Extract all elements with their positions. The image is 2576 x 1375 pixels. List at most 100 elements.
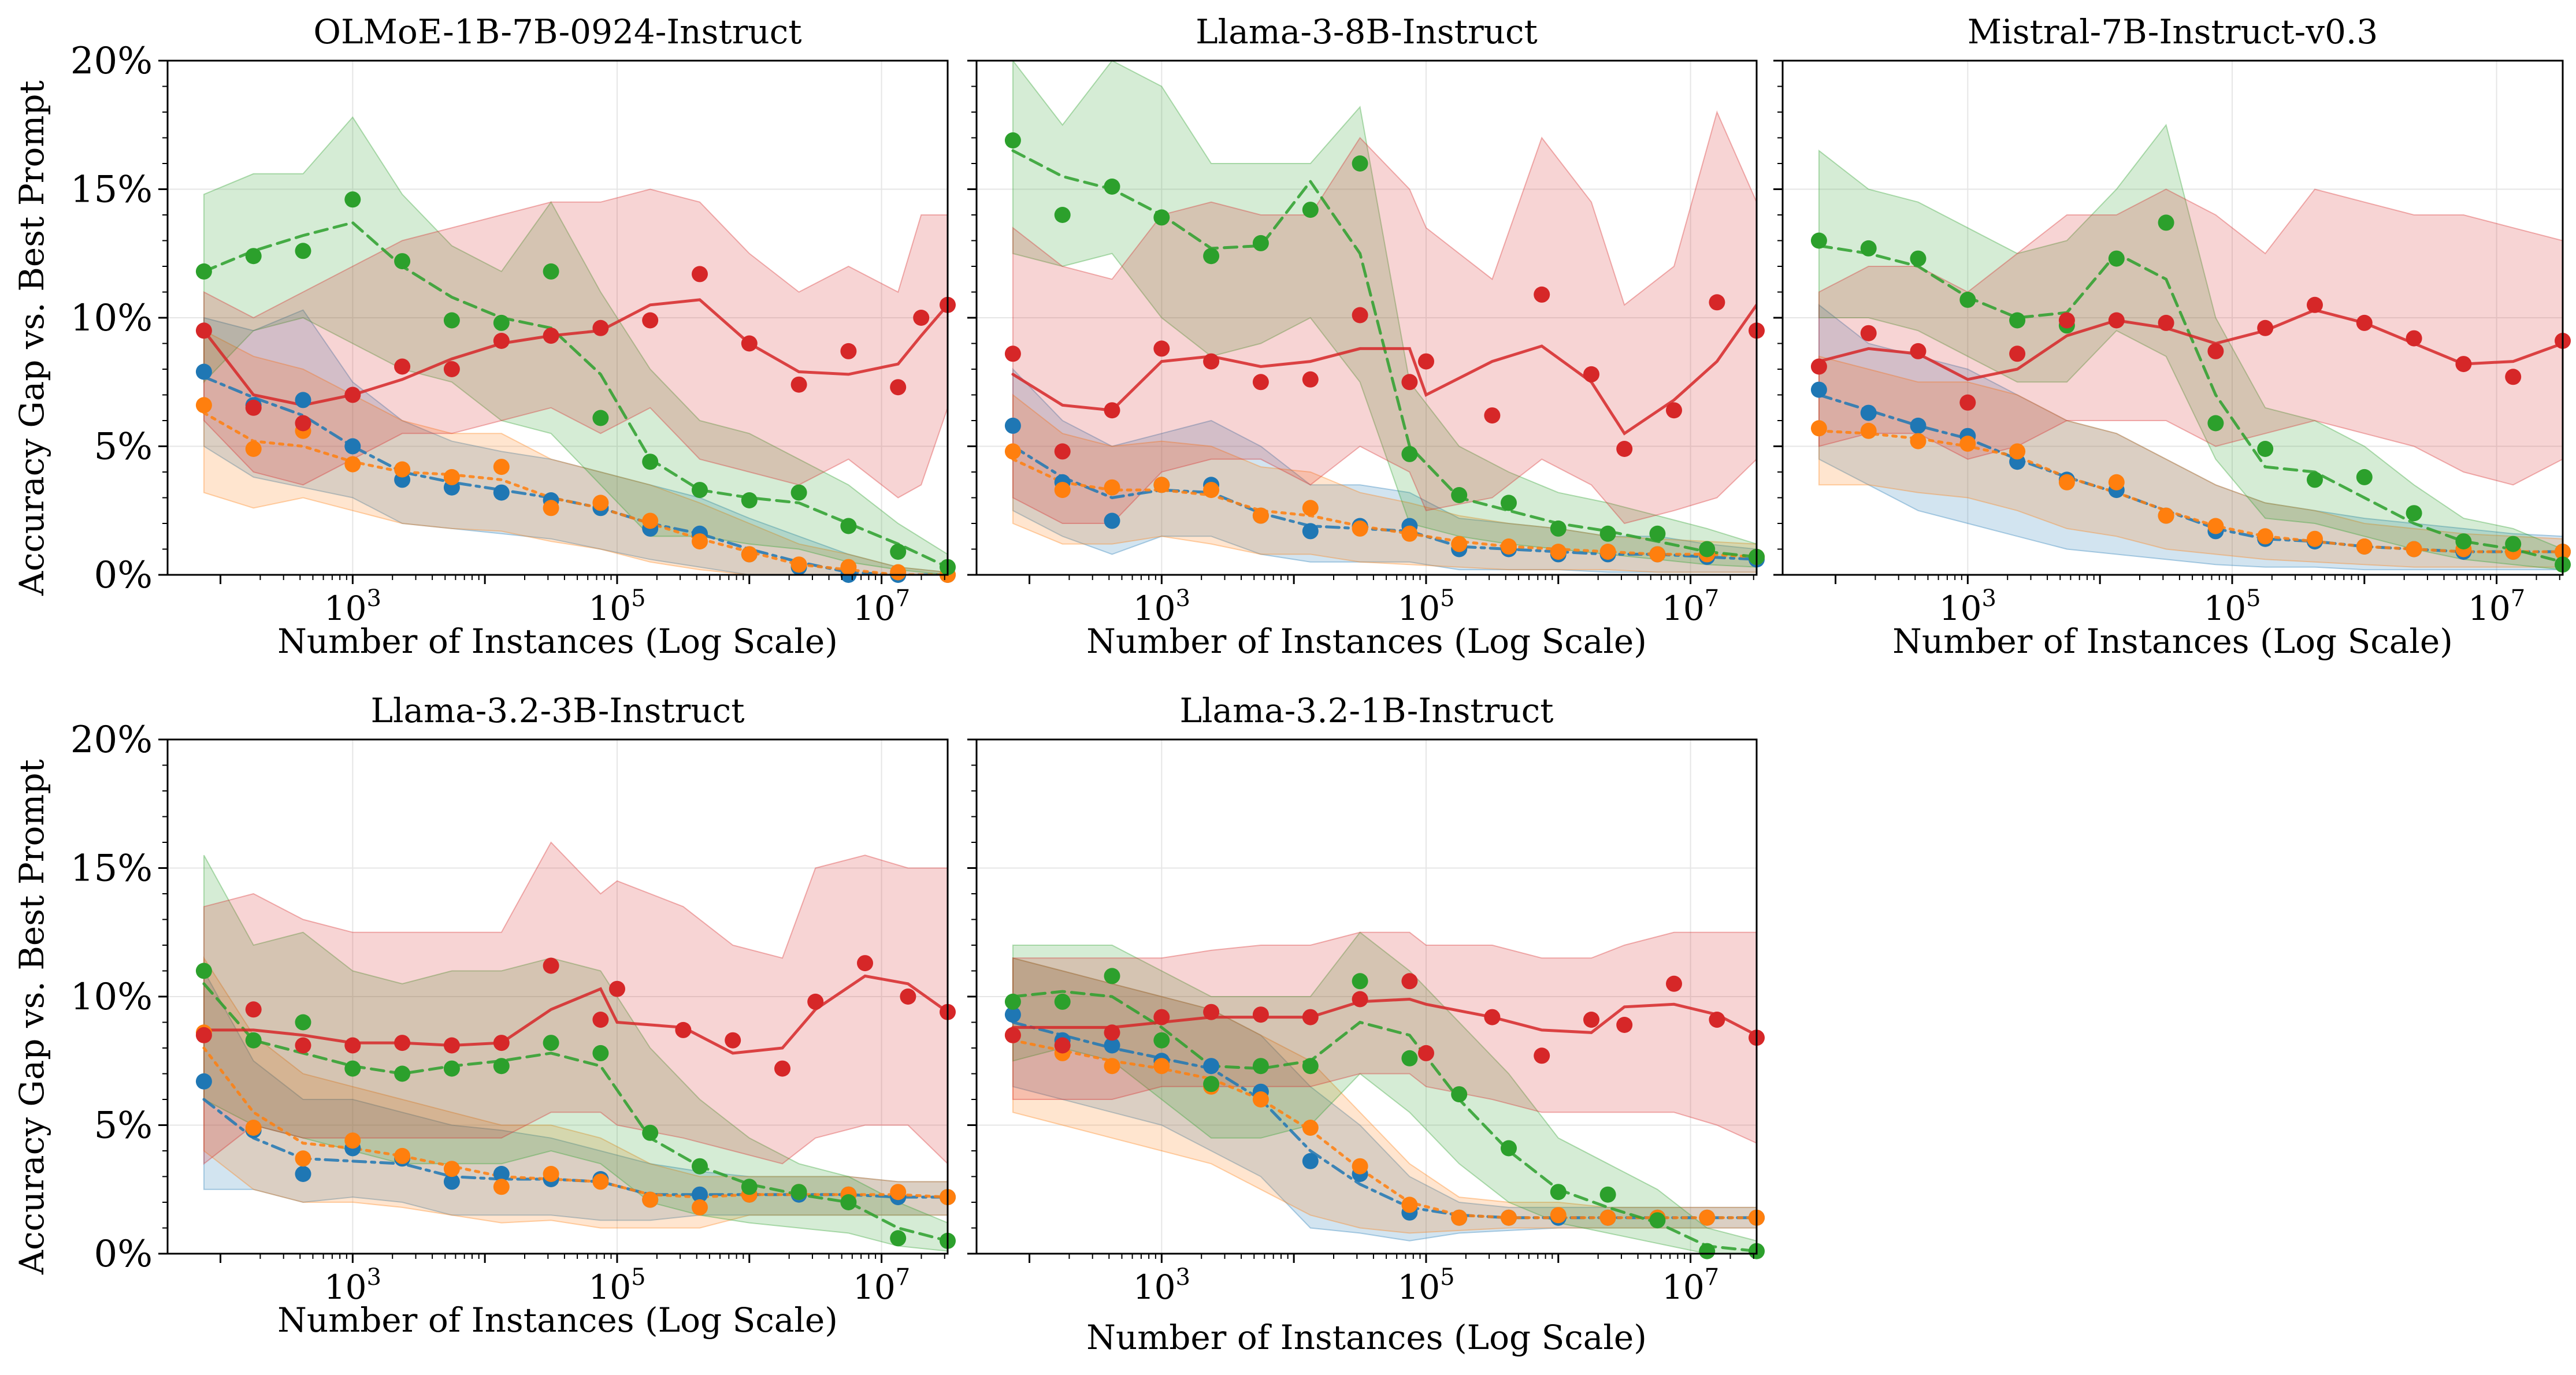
point-orange [295, 1150, 311, 1167]
point-red [2207, 343, 2224, 359]
point-orange [1252, 1091, 1269, 1108]
point-red [1666, 402, 1682, 419]
point-orange [1599, 544, 1616, 560]
point-orange [1252, 507, 1269, 524]
point-red [900, 988, 916, 1005]
point-red [245, 1001, 262, 1018]
point-green [1153, 1032, 1170, 1049]
point-orange [1203, 482, 1220, 499]
point-red [394, 1035, 411, 1051]
point-orange [1860, 422, 1877, 439]
point-red [1401, 374, 1418, 391]
point-red [1810, 358, 1827, 375]
point-red [2505, 369, 2522, 385]
point-red [493, 1035, 510, 1051]
plot-area [1817, 124, 2563, 571]
point-red [2058, 312, 2075, 329]
point-blue [195, 363, 212, 380]
point-orange [1004, 443, 1021, 460]
point-orange [1451, 536, 1468, 552]
x-axis-label: Number of Instances (Log Scale) [1086, 1318, 1647, 1357]
plot-area [1011, 931, 1757, 1254]
point-red [1534, 1047, 1550, 1064]
point-blue [1203, 1058, 1220, 1075]
point-red [1616, 441, 1633, 457]
point-red [1418, 1045, 1434, 1061]
point-orange [1501, 1209, 1517, 1226]
point-blue [493, 484, 510, 501]
line-red [1011, 997, 1757, 1037]
point-blue [1104, 512, 1120, 529]
point-red [1004, 1027, 1021, 1043]
point-red [857, 955, 873, 972]
point-red [1352, 307, 1368, 324]
point-orange [1153, 477, 1170, 493]
point-red [741, 335, 758, 352]
point-red [1153, 1009, 1170, 1025]
line-red [202, 974, 948, 1055]
point-red [295, 1037, 311, 1054]
point-orange [890, 564, 907, 581]
point-red [245, 399, 262, 416]
point-green [592, 1045, 609, 1061]
point-orange [493, 459, 510, 475]
point-orange [394, 461, 411, 478]
line-orange [1011, 458, 1757, 559]
point-orange [245, 441, 262, 457]
point-red [1104, 1024, 1120, 1041]
x-tick-label: 103 [324, 585, 381, 628]
plot-area [1011, 61, 1757, 573]
point-orange [1810, 420, 1827, 437]
point-red [1583, 366, 1599, 382]
point-orange [195, 397, 212, 414]
point-blue [1104, 1037, 1120, 1054]
point-orange [1501, 538, 1517, 555]
point-green [443, 312, 460, 329]
point-green [1910, 250, 1927, 267]
line-green [1011, 990, 1757, 1253]
x-tick-label: 105 [1397, 1264, 1454, 1307]
point-orange [1550, 544, 1567, 560]
point-red [195, 1027, 212, 1043]
point-green [2009, 312, 2026, 329]
point-orange [2207, 518, 2224, 534]
point-orange [692, 1199, 708, 1216]
point-green [2406, 505, 2422, 522]
chart-title: OLMoE-1B-7B-0924-Instruct [313, 12, 801, 51]
band-blue [1012, 367, 1757, 573]
point-orange [493, 1179, 510, 1195]
point-green [2257, 441, 2274, 457]
point-orange [642, 512, 659, 529]
x-axis-label: Number of Instances (Log Scale) [277, 622, 838, 661]
point-orange [1401, 525, 1418, 542]
x-tick-label: 103 [324, 1264, 381, 1307]
point-green [1599, 1186, 1616, 1203]
point-orange [790, 556, 807, 573]
x-tick-label: 103 [1939, 585, 1996, 628]
point-red [1959, 394, 1976, 411]
point-red [1616, 1017, 1633, 1033]
point-blue [1302, 523, 1319, 540]
point-red [543, 957, 559, 974]
point-red [890, 379, 907, 396]
point-green [1302, 1058, 1319, 1075]
point-orange [2158, 507, 2174, 524]
point-red [1054, 443, 1071, 460]
point-green [1649, 1212, 1666, 1229]
point-green [1699, 541, 1716, 558]
point-red [1203, 1004, 1220, 1020]
point-green [890, 1230, 907, 1247]
point-green [1302, 202, 1319, 218]
y-tick-label: 0% [94, 1233, 153, 1276]
point-green [2356, 469, 2373, 485]
point-green [840, 1194, 857, 1210]
band-blue [203, 309, 948, 575]
point-red [543, 328, 559, 344]
point-green [790, 484, 807, 501]
point-green [741, 1179, 758, 1195]
point-green [394, 253, 411, 270]
point-green [692, 482, 708, 499]
point-red [1252, 1006, 1269, 1023]
chart-title: Llama-3-8B-Instruct [1196, 12, 1538, 51]
y-tick-label: 10% [70, 976, 153, 1019]
